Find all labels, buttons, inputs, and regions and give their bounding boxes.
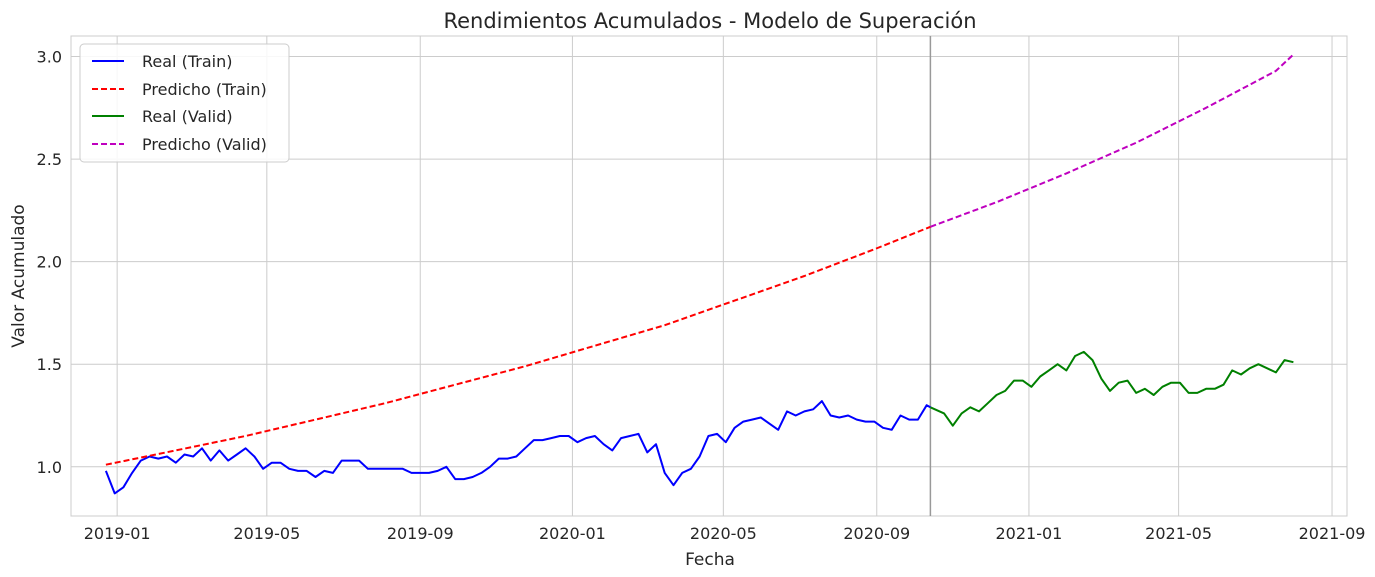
y-axis-label: Valor Acumulado — [9, 204, 29, 347]
series-line-predicho-train — [105, 225, 931, 466]
axes-layer — [70, 35, 1348, 517]
series-line-predicho-valid — [930, 53, 1295, 228]
x-tick-label: 2021-05 — [1145, 524, 1212, 543]
x-tick-label: 2019-01 — [84, 524, 151, 543]
y-tick-label: 1.0 — [37, 458, 62, 477]
legend-box — [79, 43, 290, 163]
plot-frame — [70, 35, 1348, 517]
y-tick-label: 3.0 — [37, 48, 62, 67]
legend-label-predicho-valid: Predicho (Valid) — [142, 135, 267, 154]
x-tick-label: 2019-09 — [387, 524, 454, 543]
x-tick-label: 2020-09 — [843, 524, 910, 543]
tick-layer: 2019-01 2019-05 2019-09 2020-01 2020-05 2020-… — [37, 48, 1366, 543]
y-tick-label: 2.5 — [37, 150, 62, 169]
x-tick-label: 2020-01 — [539, 524, 606, 543]
legend: Real (Train) Predicho (Train) Real (Vali… — [79, 43, 290, 163]
series-layer — [104, 53, 1295, 495]
x-tick-label: 2021-09 — [1299, 524, 1366, 543]
legend-label-real-train: Real (Train) — [142, 52, 232, 71]
series-line-real-train — [104, 400, 931, 495]
y-tick-label: 1.5 — [37, 355, 62, 374]
x-axis-label: Fecha — [685, 550, 735, 570]
legend-label-real-valid: Real (Valid) — [142, 107, 233, 126]
chart-title: Rendimientos Acumulados - Modelo de Supe… — [443, 9, 976, 33]
legend-label-predicho-train: Predicho (Train) — [142, 80, 267, 99]
x-tick-label: 2019-05 — [233, 524, 300, 543]
series-line-real-valid — [929, 350, 1294, 427]
x-tick-label: 2020-05 — [690, 524, 757, 543]
y-tick-label: 2.0 — [37, 253, 62, 272]
x-tick-label: 2021-01 — [996, 524, 1063, 543]
